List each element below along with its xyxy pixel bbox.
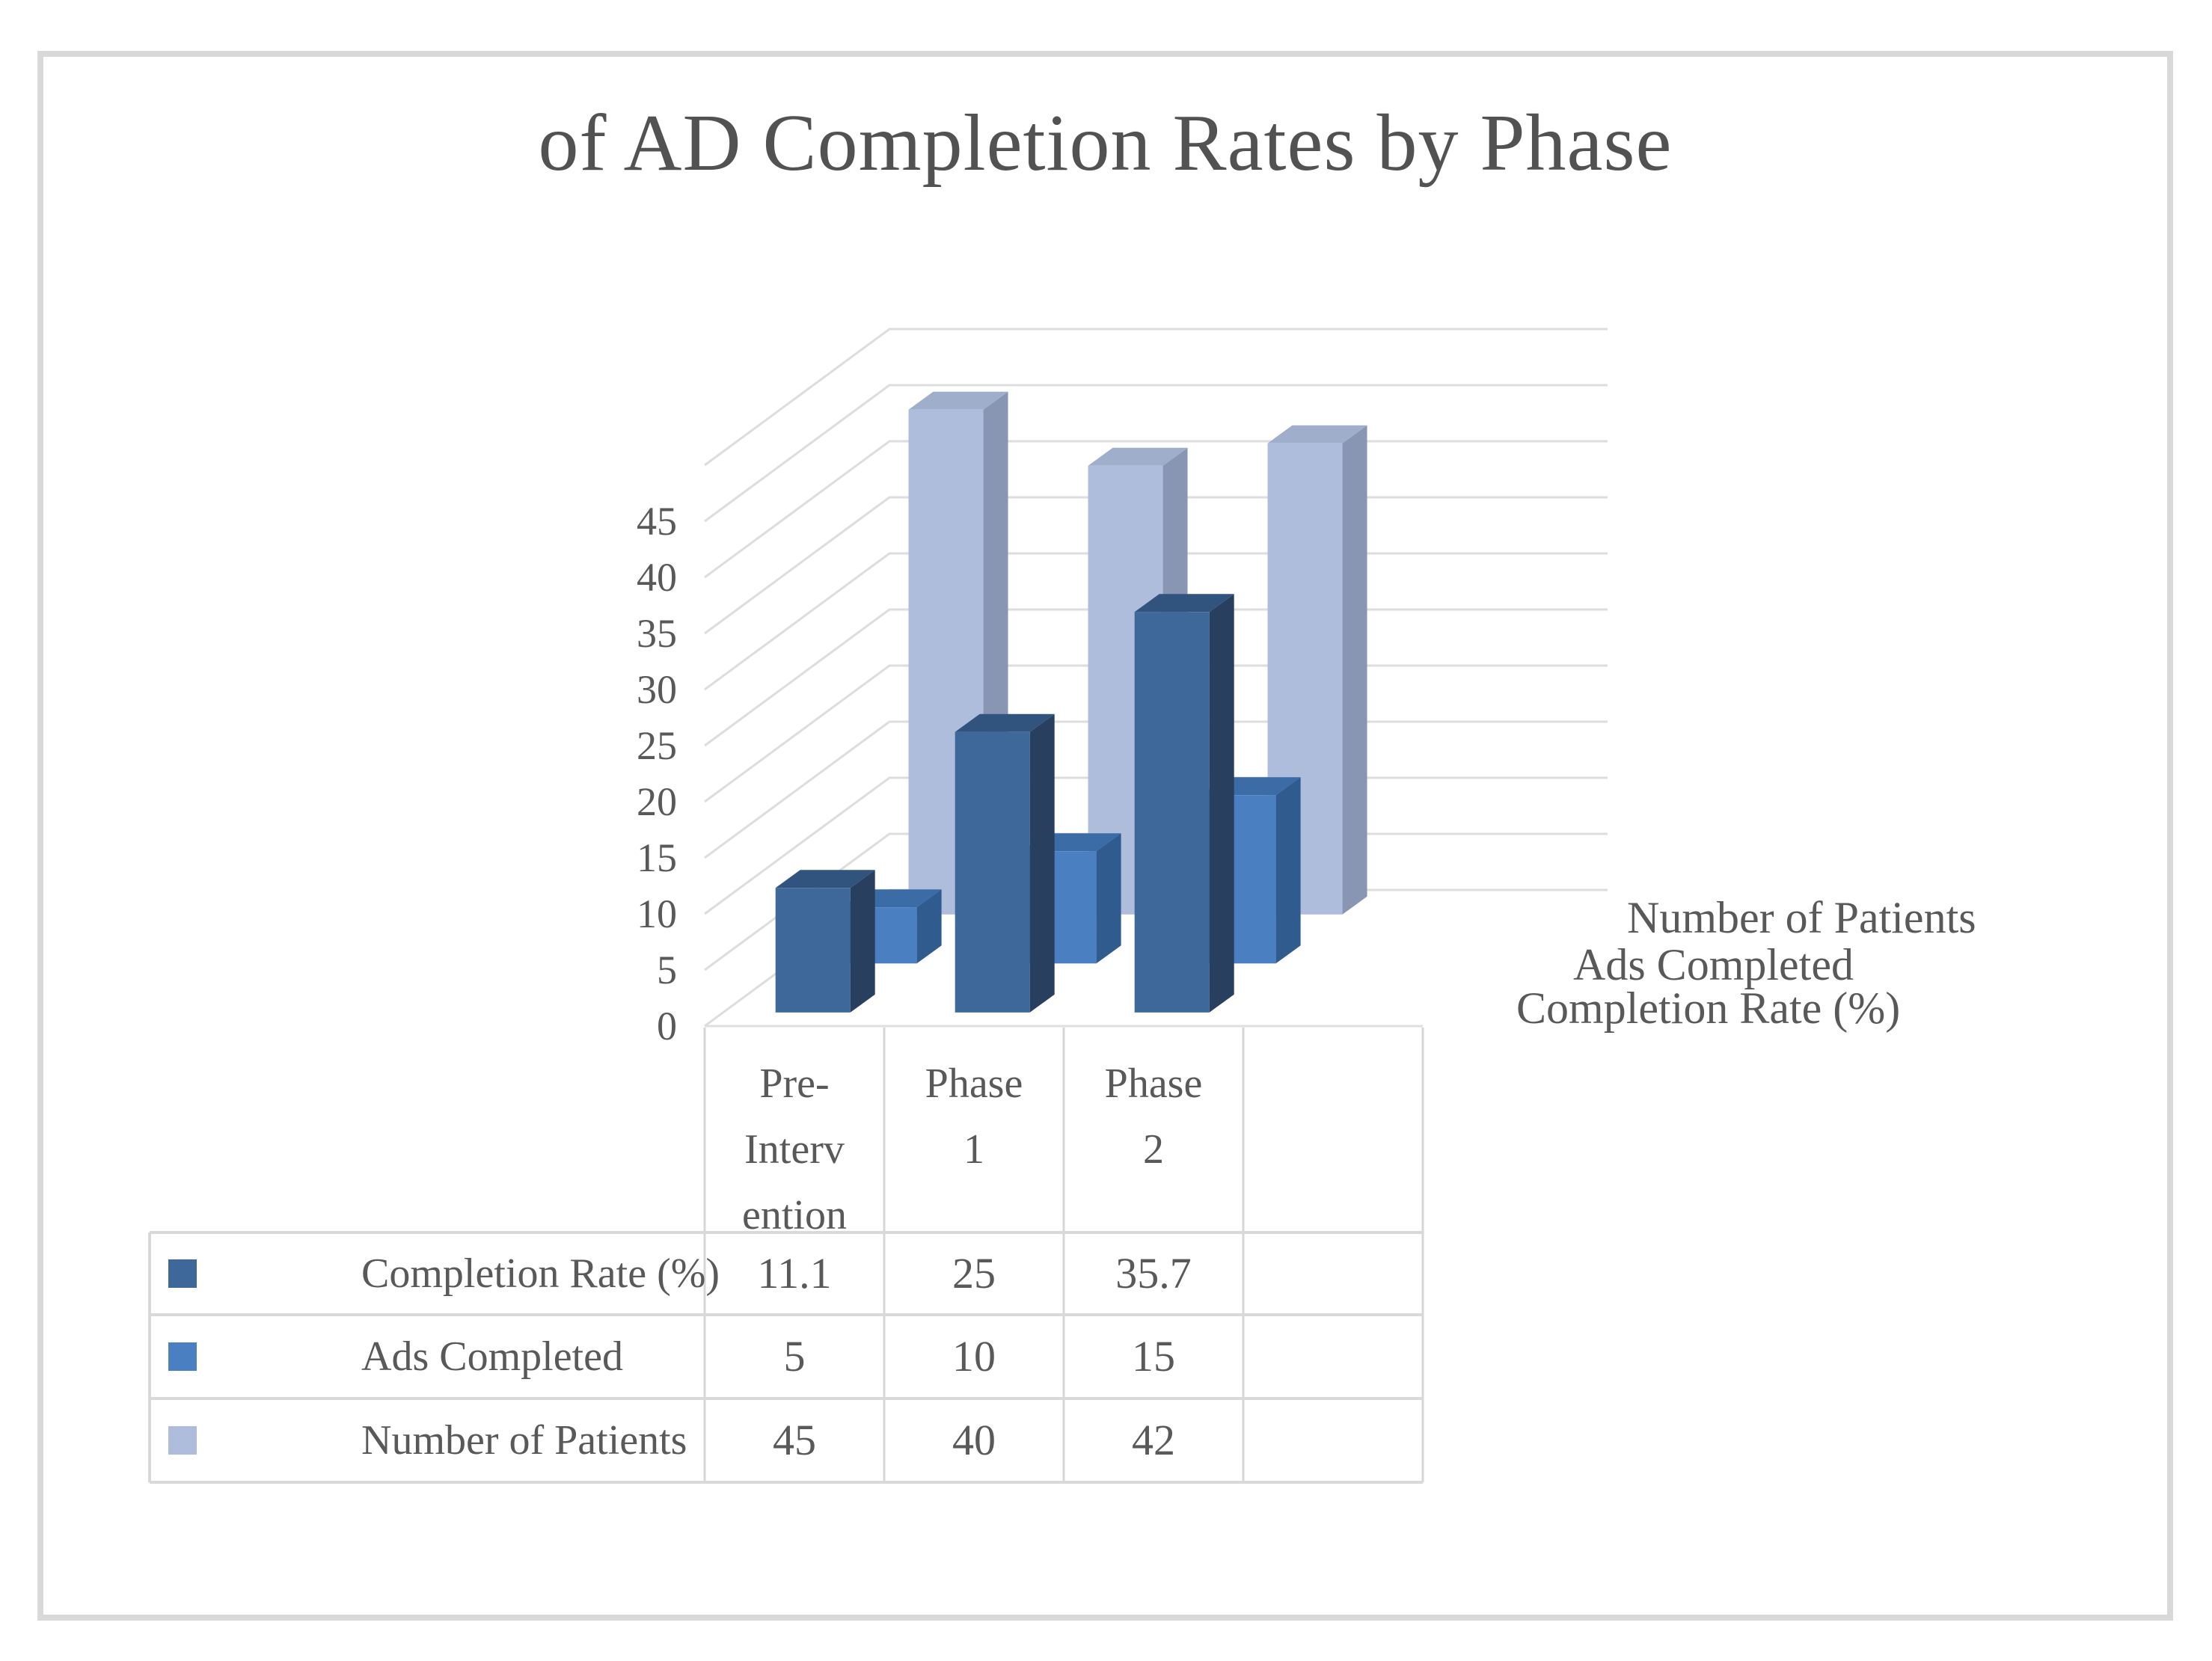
gridline-v25 [704, 608, 1608, 747]
gridline-v50 [704, 328, 1608, 467]
gridline-v35 [704, 496, 1608, 635]
gridline-v45 [704, 384, 1608, 523]
bar-s0-c0 [775, 888, 851, 1013]
depth-axis-label-ads-completed: Ads Completed [1573, 940, 1854, 989]
legend-swatch-number-of-patients [168, 1426, 197, 1455]
bar-top-s0-c0 [775, 870, 875, 888]
legend-label-number-of-patients: Number of Patients [361, 1417, 687, 1464]
table-value-r2-c0: 45 [773, 1416, 816, 1464]
table-value-r2-c1: 40 [952, 1416, 996, 1464]
gridline-v40 [704, 440, 1608, 579]
value-axis-tick-5: 5 [657, 948, 677, 992]
bar-side-s1-c2 [1275, 777, 1301, 964]
bar-s0-c2 [1134, 612, 1210, 1013]
value-axis-tick-10: 10 [637, 891, 677, 936]
value-axis-tick-40: 40 [637, 555, 677, 600]
bar-side-s1-c1 [1096, 833, 1121, 964]
bar-side-s0-c1 [1029, 713, 1055, 1013]
value-axis-tick-35: 35 [637, 611, 677, 656]
table-value-r2-c2: 42 [1132, 1416, 1175, 1464]
category-label-phase-1: Phase 1 [925, 1060, 1023, 1173]
legend-swatch-ads-completed [168, 1342, 197, 1371]
bar-top-s2-c0 [908, 391, 1008, 410]
legend-swatch-completion-rate [168, 1259, 197, 1288]
bar-side-s0-c0 [850, 870, 875, 1013]
table-value-r1-c3 [1243, 1315, 1423, 1399]
value-axis-tick-25: 25 [637, 723, 677, 768]
bar-top-s2-c2 [1267, 425, 1367, 443]
table-value-r0-c0: 11.1 [757, 1249, 832, 1298]
gridline-v5 [704, 832, 1608, 971]
bar-side-s0-c2 [1209, 594, 1234, 1013]
bar-side-s1-c0 [916, 889, 942, 964]
gridline-v20 [704, 664, 1608, 803]
table-value-r0-c1: 25 [952, 1249, 996, 1298]
category-label-phase-2: Phase 2 [1104, 1060, 1203, 1173]
bar-top-s0-c1 [955, 713, 1055, 732]
gridline-v15 [704, 720, 1608, 859]
depth-axis-label-completion-rate: Completion Rate (%) [1516, 983, 1901, 1033]
chart-title: of AD Completion Rates by Phase [538, 99, 1673, 188]
table-value-r2-c3 [1243, 1399, 1423, 1482]
table-value-r1-c1: 10 [952, 1332, 996, 1381]
legend-label-ads-completed: Ads Completed [361, 1333, 623, 1380]
value-axis-tick-0: 0 [657, 1004, 677, 1049]
value-axis-tick-30: 30 [637, 667, 677, 712]
gridline-v10 [704, 776, 1608, 915]
bar-top-s0-c2 [1134, 594, 1234, 612]
legend-label-completion-rate: Completion Rate (%) [361, 1250, 720, 1297]
category-label-pre-intervention: Pre- Interv ention [742, 1060, 847, 1238]
table-value-r0-c2: 35.7 [1115, 1249, 1192, 1298]
depth-axis-label-number-of-patients: Number of Patients [1627, 893, 1976, 942]
bar-side-s2-c2 [1342, 425, 1367, 915]
bar-s0-c1 [955, 731, 1030, 1013]
bar-top-s2-c1 [1088, 447, 1188, 466]
gridline-v30 [704, 552, 1608, 691]
value-axis-tick-20: 20 [637, 779, 677, 824]
value-axis-tick-45: 45 [637, 499, 677, 544]
value-axis-tick-15: 15 [637, 835, 677, 880]
table-value-r1-c2: 15 [1132, 1332, 1175, 1381]
table-value-r1-c0: 5 [783, 1332, 806, 1381]
table-value-r0-c3 [1243, 1232, 1423, 1315]
